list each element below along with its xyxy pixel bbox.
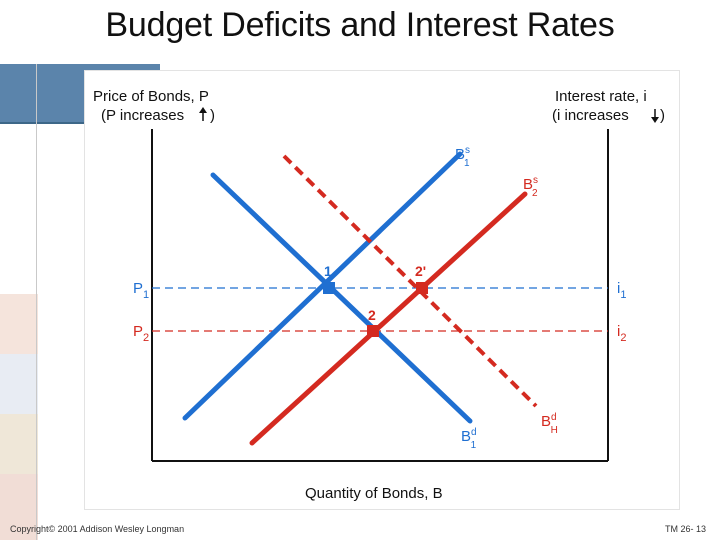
deco-block	[0, 354, 38, 414]
divider	[36, 64, 37, 540]
demand-curve-2	[282, 154, 538, 408]
supply-curve-2	[249, 191, 528, 446]
deco-block	[0, 414, 38, 474]
demand-curve-1	[210, 172, 473, 424]
supply-2-label: Bs 2	[523, 175, 538, 199]
point-label-2-prime: 2'	[415, 263, 426, 279]
supply-curve-1	[182, 151, 463, 421]
right-axis-sublabel: (i increases	[552, 107, 629, 124]
point-label-2: 2	[368, 307, 376, 323]
demand-2-label: Bd H	[541, 412, 558, 436]
slide-number: TM 26- 13	[664, 524, 706, 534]
left-axis-sublabel: (P increases	[101, 107, 184, 124]
point-label-1: 1	[324, 263, 332, 279]
equilibrium-point-1	[323, 282, 335, 294]
supply-1-label: Bs 1	[455, 145, 470, 169]
bond-market-diagram: Price of Bonds, P (P increases ) Interes…	[93, 88, 665, 502]
left-axis-label: Price of Bonds, P	[93, 88, 209, 105]
p2-label: P2	[133, 323, 149, 344]
equilibrium-point-2-prime	[416, 282, 428, 294]
p1-label: P1	[133, 280, 149, 301]
i1-label: i1	[617, 280, 626, 301]
deco-block	[0, 294, 38, 354]
svg-text:(i increases: (i increases	[552, 107, 629, 124]
diagram-panel: Price of Bonds, P (P increases ) Interes…	[84, 70, 680, 510]
right-axis-close: )	[660, 107, 665, 124]
demand-1-label: Bd 1	[461, 427, 477, 451]
right-axis-label: Interest rate, i	[555, 88, 647, 105]
left-decoration	[0, 64, 38, 540]
svg-text:(P increases: (P increases	[101, 107, 184, 124]
left-axis-close: )	[210, 107, 215, 124]
slide-title: Budget Deficits and Interest Rates	[105, 6, 615, 44]
equilibrium-point-2	[367, 325, 379, 337]
copyright-footer: Copyright© 2001 Addison Wesley Longman	[10, 524, 185, 534]
deco-block	[0, 474, 38, 540]
x-axis-label: Quantity of Bonds, B	[305, 485, 443, 502]
i2-label: i2	[617, 323, 626, 344]
